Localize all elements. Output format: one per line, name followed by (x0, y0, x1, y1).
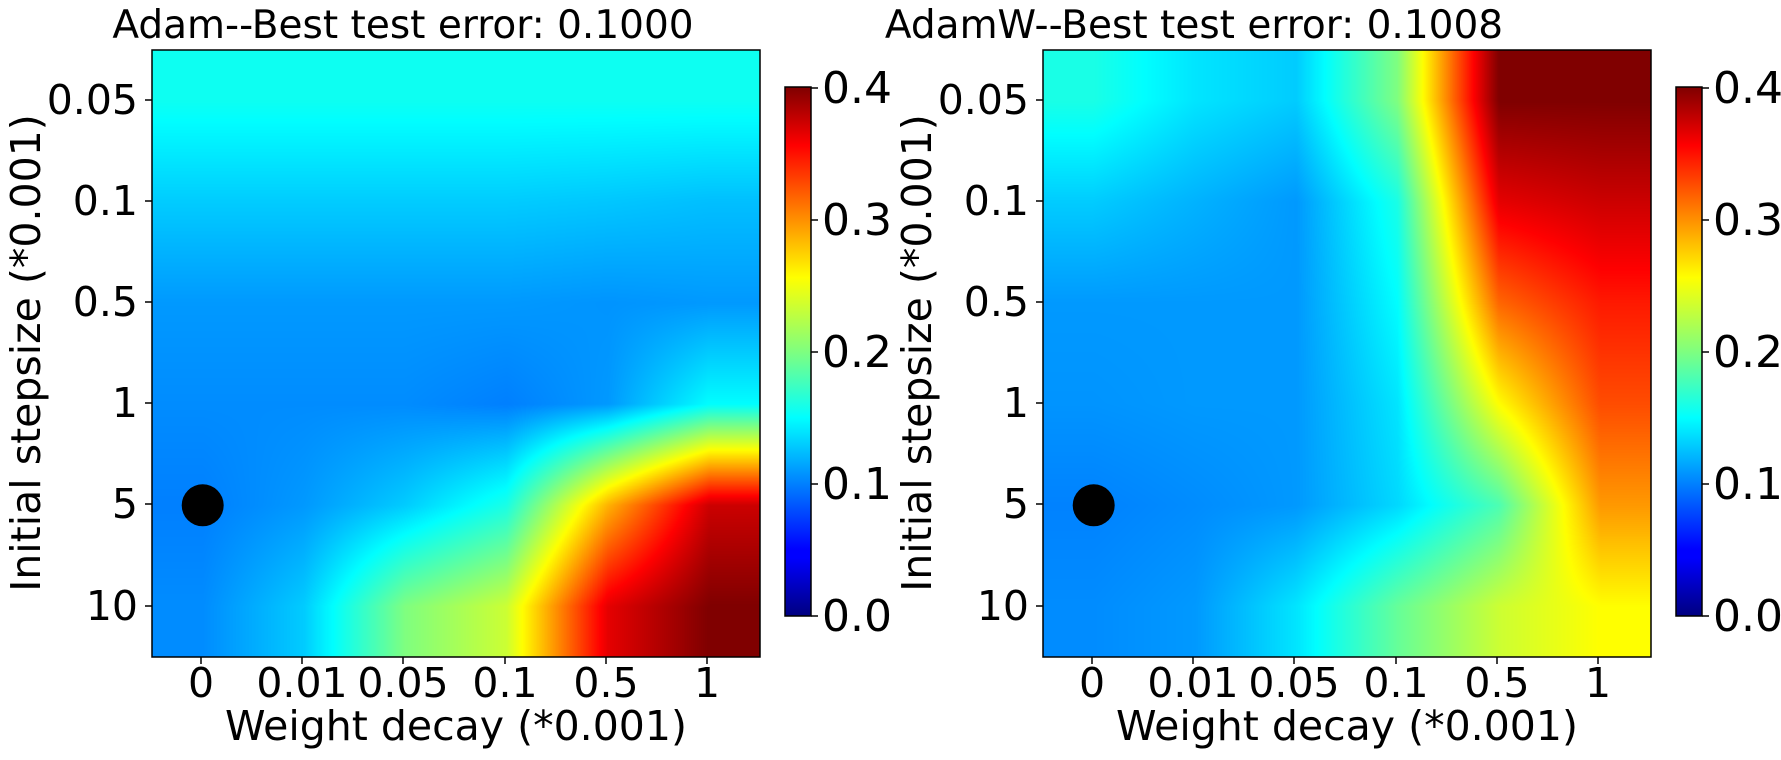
colorbar-tick-label: 0.0 (1713, 591, 1781, 642)
y-tick-label: 0.05 (938, 76, 1029, 124)
best-point-marker (181, 484, 224, 527)
y-tick-label: 1 (1003, 379, 1029, 427)
colorbar-tick-label: 0.2 (822, 327, 892, 378)
colorbar-gradient (1675, 86, 1703, 617)
colorbar-tick-label: 0.3 (1713, 195, 1781, 246)
colorbar-gradient (784, 86, 812, 617)
heatmap-panel-adamw: AdamW--Best test error: 0.1008 0.05 0.1 … (885, 3, 1781, 750)
x-tick-label: 0.1 (472, 659, 537, 707)
x-tick-label: 1 (1585, 659, 1611, 707)
x-tick-label: 0 (1079, 659, 1105, 707)
y-tick-label: 5 (1003, 480, 1029, 528)
chart-title: Adam--Best test error: 0.1000 (112, 3, 693, 48)
y-tick-label: 10 (86, 582, 138, 630)
x-tick-label: 0.5 (573, 659, 638, 707)
y-axis-label: Initial stepsize (*0.001) (2, 114, 50, 592)
x-axis: 0 0.01 0.05 0.1 0.5 1 (188, 657, 720, 707)
y-tick-label: 1 (112, 379, 138, 427)
x-axis: 0 0.01 0.05 0.1 0.5 1 (1079, 657, 1611, 707)
y-axis-label: Initial stepsize (*0.001) (893, 114, 941, 592)
y-tick-label: 0.5 (73, 278, 138, 326)
x-tick-label: 1 (694, 659, 720, 707)
y-tick-label: 5 (112, 480, 138, 528)
colorbar-tick-label: 0.1 (822, 459, 892, 510)
x-tick-label: 0.1 (1363, 659, 1428, 707)
y-tick-label: 0.1 (964, 177, 1029, 225)
x-tick-label: 0.05 (357, 659, 448, 707)
heatmap-area (152, 50, 760, 657)
chart-title: AdamW--Best test error: 0.1008 (885, 3, 1503, 48)
x-axis-label: Weight decay (*0.001) (1116, 702, 1578, 750)
plot-frame (151, 49, 761, 658)
y-tick-label: 0.5 (964, 278, 1029, 326)
plot-frame (1042, 49, 1652, 658)
colorbar-tick-label: 0.4 (1713, 63, 1781, 114)
colorbar-tick-label: 0.1 (1713, 459, 1781, 510)
colorbar: 0.0 0.1 0.2 0.3 0.4 (784, 63, 892, 642)
y-axis: 0.05 0.1 0.5 1 5 10 (938, 76, 1043, 630)
best-point-marker (1072, 484, 1115, 527)
y-axis: 0.05 0.1 0.5 1 5 10 (47, 76, 152, 630)
y-tick-label: 10 (977, 582, 1029, 630)
colorbar-tick-label: 0.0 (822, 591, 892, 642)
heatmap-panel-adam: Adam--Best test error: 0.1000 0.05 0.1 0… (2, 3, 892, 750)
x-tick-label: 0.5 (1464, 659, 1529, 707)
y-tick-label: 0.05 (47, 76, 138, 124)
colorbar: 0.0 0.1 0.2 0.3 0.4 (1675, 63, 1781, 642)
colorbar-tick-label: 0.2 (1713, 327, 1781, 378)
x-tick-label: 0 (188, 659, 214, 707)
x-tick-label: 0.05 (1248, 659, 1339, 707)
x-axis-label: Weight decay (*0.001) (225, 702, 687, 750)
colorbar-tick-label: 0.3 (822, 195, 892, 246)
x-tick-label: 0.01 (256, 659, 347, 707)
y-tick-label: 0.1 (73, 177, 138, 225)
heatmap-area (1043, 50, 1651, 657)
colorbar-tick-label: 0.4 (822, 63, 892, 114)
x-tick-label: 0.01 (1147, 659, 1238, 707)
